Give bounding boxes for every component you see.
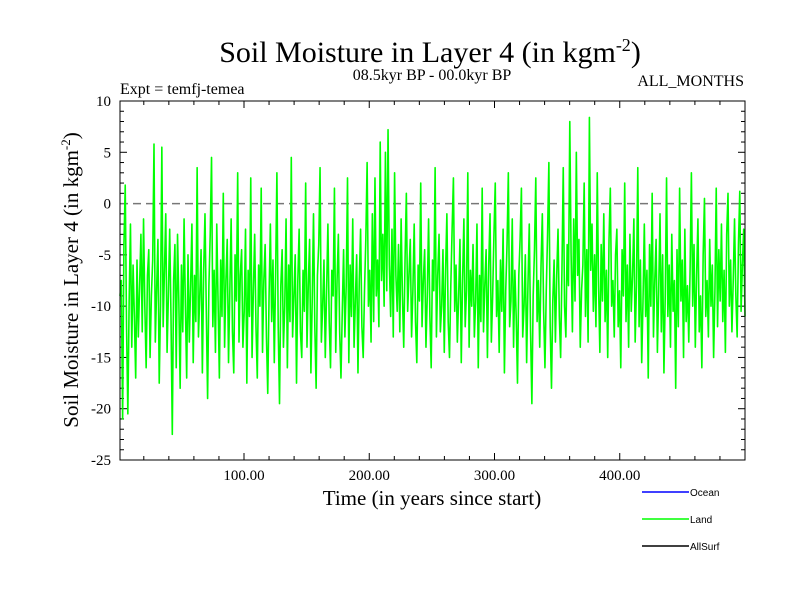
series-group <box>119 116 746 436</box>
x-tick-label: 200.00 <box>349 468 390 484</box>
months-label: ALL_MONTHS <box>637 73 744 90</box>
y-tick-label: -10 <box>91 299 111 315</box>
x-tick-label: 300.00 <box>474 468 515 484</box>
y-tick-label: 5 <box>104 145 112 161</box>
expt-label: Expt = temfj-temea <box>120 81 245 98</box>
legend-label-allsurf: AllSurf <box>690 542 720 553</box>
legend-label-ocean: Ocean <box>690 488 719 499</box>
x-axis: 100.00 200.00 300.00 400.00 <box>143 101 721 484</box>
y-tick-label: -25 <box>91 453 111 469</box>
y-tick-label: 10 <box>96 94 111 110</box>
chart-subtitle: 08.5kyr BP - 00.0kyr BP <box>353 67 512 84</box>
y-tick-label: -15 <box>91 350 111 366</box>
y-axis-title: Soil Moisture in Layer 4 (in kgm-2) <box>58 132 83 427</box>
y-tick-label: -5 <box>99 248 112 264</box>
legend: Ocean Land AllSurf <box>642 488 720 553</box>
y-tick-label: -20 <box>91 402 111 418</box>
x-tick-label: 400.00 <box>599 468 640 484</box>
legend-label-land: Land <box>690 515 712 526</box>
chart-title: Soil Moisture in Layer 4 (in kgm-2) <box>219 35 641 69</box>
plot-frame <box>119 100 746 461</box>
y-tick-label: 0 <box>104 197 112 213</box>
x-axis-title: Time (in years since start) <box>323 486 542 510</box>
x-tick-label: 100.00 <box>223 468 264 484</box>
series-line-land <box>119 116 746 436</box>
